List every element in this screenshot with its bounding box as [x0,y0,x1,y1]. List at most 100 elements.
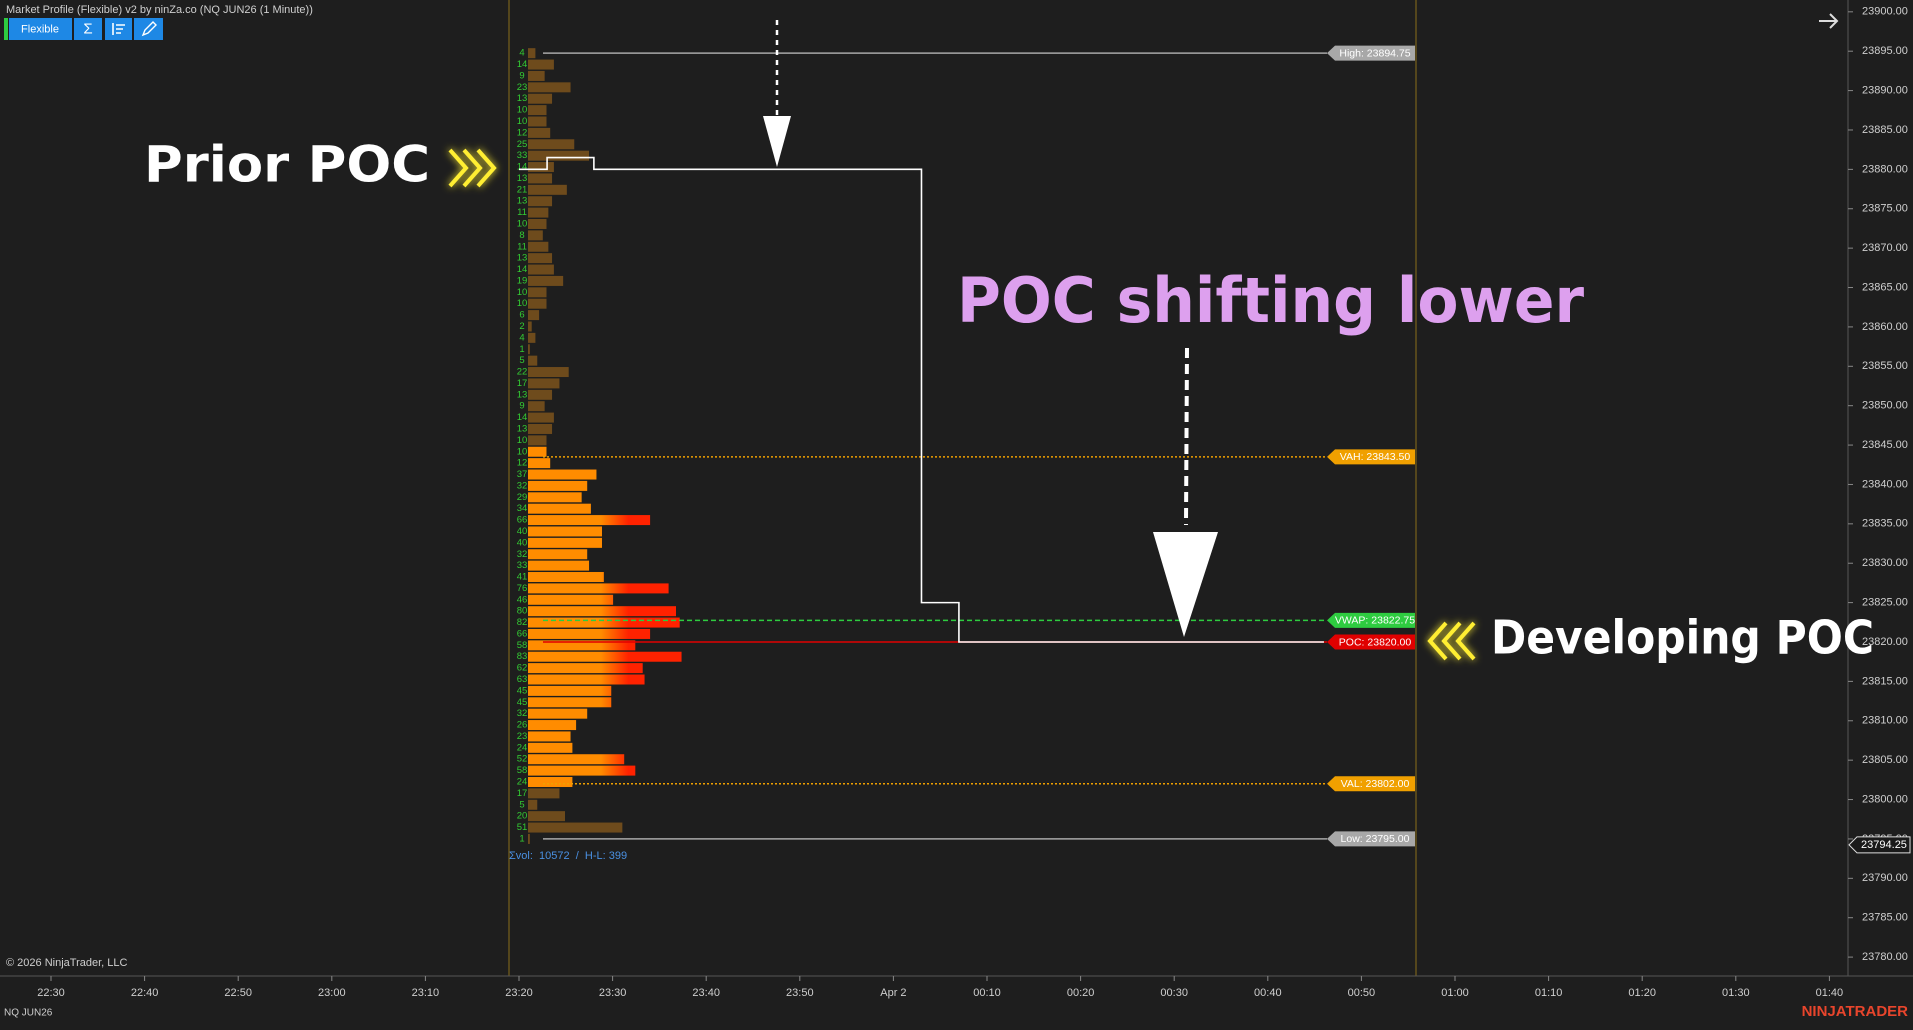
draw-button[interactable] [134,18,163,40]
price-tick-label: 23785.00 [1862,912,1908,924]
profile-bar [528,162,554,173]
profile-bar [528,492,582,503]
instrument-tab[interactable]: NQ JUN26 [4,1008,53,1019]
profile-bar [528,105,547,116]
pencil-icon [141,21,157,37]
price-tick-label: 23825.00 [1862,597,1908,609]
profile-count: 40 [517,537,528,548]
profile-bar [528,310,540,321]
profile-bar [528,173,553,184]
profile-count: 22 [517,367,528,378]
profile-bar [528,833,530,844]
time-label: 00:10 [973,987,1001,999]
time-label: 23:40 [692,987,720,999]
level-tag-label: VAH: 23843.50 [1340,451,1411,463]
price-tick-label: 23840.00 [1862,478,1908,490]
profile-count: 13 [517,389,528,400]
time-label: 22:50 [224,987,252,999]
profile-bar [528,435,547,446]
profile-bar [528,332,536,343]
price-tick-label: 23870.00 [1862,242,1908,254]
time-label: 23:30 [599,987,627,999]
profile-bar [528,720,577,731]
profile-bar [528,389,553,400]
flexible-button[interactable] [9,18,72,40]
prior-poc-annotation: Prior POC [144,136,430,194]
arrow-shaft [1184,347,1189,526]
profile-bar [528,127,551,138]
profile-count: 5 [519,355,524,366]
profile-bar [528,663,643,674]
profile-count: 13 [517,253,528,264]
level-tag-label: VAL: 23802.00 [1341,778,1410,790]
profile-bar [528,469,597,480]
profile-count: 10 [517,446,528,457]
profile-count: 6 [519,310,524,321]
profile-count: 24 [517,742,528,753]
profile-count: 33 [517,150,528,161]
profile-bar [528,583,669,594]
profile-count: 80 [517,606,528,617]
profile-count: 14 [517,264,528,275]
profile-bar [528,788,560,799]
profile-count: 14 [517,59,528,70]
time-label: 23:00 [318,987,346,999]
profile-bar [528,754,625,765]
developing-poc-annotation: Developing POC [1491,611,1874,665]
sum-button[interactable] [74,18,102,40]
profile-count: 83 [517,651,528,662]
profile-bar [528,549,588,560]
profile-bar [528,640,636,651]
profile-bar [528,230,543,241]
profile-count: 5 [519,799,524,810]
profile-bar [528,401,545,412]
profile-count: 52 [517,754,528,765]
profile-count: 26 [517,720,528,731]
price-tick-label: 23790.00 [1862,872,1908,884]
profile-count: 1 [519,833,524,844]
profile-bar [528,423,553,434]
profile-count: 46 [517,594,528,605]
profile-bar [528,617,680,628]
profile-count: 21 [517,184,528,195]
profile-count: 10 [517,298,528,309]
profile-count: 20 [517,811,528,822]
time-label: 22:40 [131,987,159,999]
level-tag [1327,776,1415,792]
time-label: 23:50 [786,987,814,999]
profile-count: 40 [517,526,528,537]
profile-bar [528,708,588,719]
profile-count: 58 [517,640,528,651]
time-label: 00:20 [1067,987,1095,999]
profile-count: 32 [517,480,528,491]
level-tag-label: High: 23894.75 [1339,47,1410,59]
profile-bar [528,253,553,264]
time-label: 00:40 [1254,987,1282,999]
profile-bar [528,526,602,537]
arrow-head [763,116,791,167]
level-tag-label: POC: 23820.00 [1339,636,1412,648]
developing-poc-line [519,156,1324,643]
profile-count: 82 [517,617,528,628]
profile-count: 9 [519,401,524,412]
profile-stats: Σvol: 10572 / H-L: 399 [509,850,627,862]
profile-count: 37 [517,469,528,480]
profile-bar [528,651,682,662]
profile-count: 10 [517,287,528,298]
profile-bar [528,412,554,423]
time-label: 00:30 [1160,987,1188,999]
profile-count: 10 [517,219,528,230]
price-tick-label: 23860.00 [1862,321,1908,333]
expand-arrow[interactable] [1819,13,1839,29]
profile-bar [528,70,545,81]
profile-count: 45 [517,697,528,708]
profile-bar [528,458,551,469]
profile-count: 14 [517,162,528,173]
profile-bar [528,298,547,309]
profile-bar [528,685,612,696]
developing-poc-chevrons [1427,621,1476,661]
profile-count: 62 [517,663,528,674]
time-label: 23:20 [505,987,533,999]
profile-bar [528,765,636,776]
